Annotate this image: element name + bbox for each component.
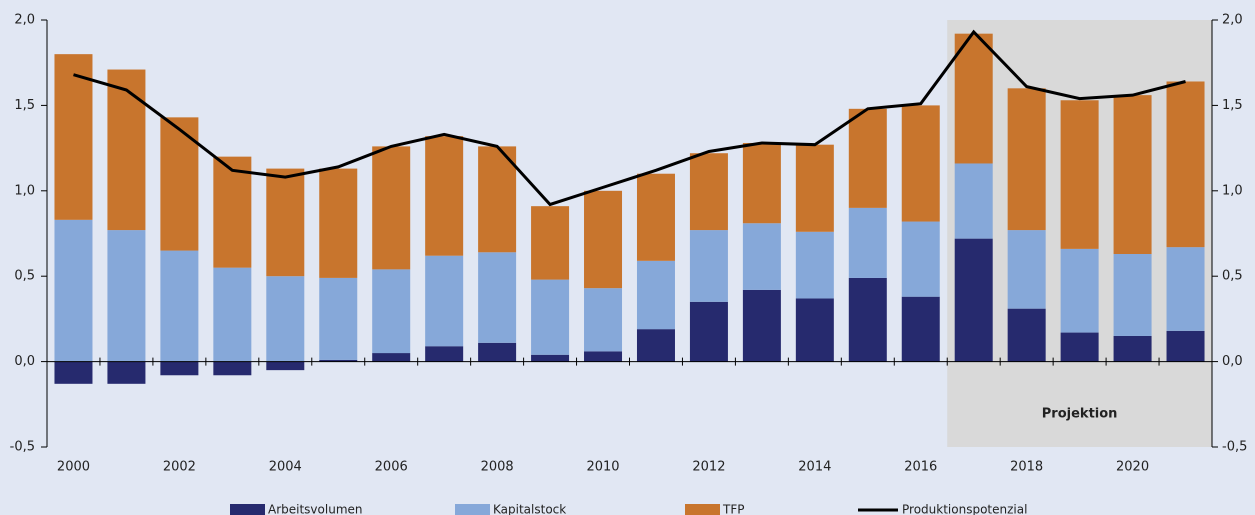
legend-swatch: [455, 504, 490, 515]
bar: [425, 346, 464, 362]
bar: [425, 255, 464, 347]
x-tick-label: 2010: [586, 460, 619, 475]
y-tick-label: 0,0: [14, 354, 35, 369]
bar: [531, 354, 570, 362]
bar: [1060, 332, 1099, 362]
bar: [160, 117, 199, 251]
bar: [742, 223, 781, 290]
bar: [160, 361, 199, 376]
legend-label: Produktionspotenzial: [902, 503, 1027, 515]
bar: [954, 33, 993, 164]
bar: [848, 277, 887, 362]
y-tick-label: 0,5: [14, 269, 35, 284]
bar: [584, 351, 623, 362]
x-tick-label: 2018: [1010, 460, 1043, 475]
bar: [954, 163, 993, 239]
line: [73, 29, 1186, 207]
x-tick-label: 2016: [904, 460, 937, 475]
legend-swatch: [685, 504, 720, 515]
bar: [1007, 230, 1046, 309]
bar: [901, 221, 940, 297]
x-tick-label: 2014: [798, 460, 831, 475]
bar: [266, 361, 305, 371]
x-tick-label: 2008: [481, 460, 514, 475]
bar: [266, 168, 305, 277]
y2-tick-label: 0,5: [1222, 269, 1243, 284]
y-tick-label: -0,5: [10, 440, 35, 455]
y2-tick-label: -0,5: [1222, 440, 1247, 455]
bar: [848, 108, 887, 208]
bar: [213, 156, 252, 268]
bar: [795, 144, 834, 232]
bar: [795, 231, 834, 299]
bar: [636, 173, 675, 261]
bar: [107, 230, 146, 362]
bar: [319, 168, 358, 278]
bar: [54, 361, 93, 384]
bar: [689, 230, 728, 302]
x-tick-label: 2012: [692, 460, 725, 475]
bar: [1113, 335, 1152, 362]
bar: [848, 207, 887, 278]
bar: [372, 353, 411, 362]
bar: [319, 277, 358, 360]
bar: [1113, 95, 1152, 254]
bar: [531, 279, 570, 355]
bar: [1113, 253, 1152, 336]
bar: [636, 329, 675, 362]
bar: [1007, 308, 1046, 362]
bar: [107, 361, 146, 384]
bar: [213, 361, 252, 376]
bar: [1060, 100, 1099, 249]
x-tick-label: 2006: [375, 460, 408, 475]
bar: [584, 190, 623, 289]
bar: [213, 267, 252, 362]
bar: [160, 250, 199, 362]
bar: [425, 136, 464, 256]
bar: [901, 296, 940, 362]
bar: [478, 146, 517, 253]
y2-tick-label: 1,0: [1222, 183, 1243, 198]
bar: [107, 69, 146, 231]
bar: [319, 359, 358, 362]
bar: [742, 142, 781, 224]
annotation: Projektion: [1042, 407, 1118, 422]
y2-tick-label: 1,5: [1222, 98, 1243, 113]
bar: [584, 288, 623, 352]
x-tick-label: 2020: [1116, 460, 1149, 475]
bar: [372, 269, 411, 354]
y-tick-label: 1,5: [14, 98, 35, 113]
y-tick-label: 2,0: [14, 13, 35, 28]
x-tick-label: 2002: [163, 460, 196, 475]
y-tick-label: 1,0: [14, 183, 35, 198]
bar: [372, 146, 411, 270]
bar: [531, 206, 570, 280]
x-tick-label: 2000: [57, 460, 90, 475]
bar: [266, 276, 305, 362]
y2-tick-label: 2,0: [1222, 13, 1243, 28]
bar: [478, 342, 517, 362]
legend-label: TFP: [722, 503, 744, 515]
legend-swatch: [230, 504, 265, 515]
bar: [1060, 248, 1099, 333]
bar: [54, 219, 93, 362]
y2-tick-label: 0,0: [1222, 354, 1243, 369]
bar: [689, 301, 728, 362]
legend-label: Arbeitsvolumen: [268, 503, 363, 515]
bar: [901, 105, 940, 222]
bar: [478, 252, 517, 343]
bar: [1166, 330, 1205, 362]
bar: [689, 153, 728, 231]
bar: [54, 54, 93, 220]
x-tick-label: 2004: [269, 460, 302, 475]
bar: [795, 298, 834, 362]
bar: [1007, 88, 1046, 231]
bar: [1166, 81, 1205, 248]
bar: [1166, 247, 1205, 331]
bar: [954, 238, 993, 362]
bar: [742, 289, 781, 362]
bar: [636, 260, 675, 330]
legend-label: Kapitalstock: [493, 503, 566, 515]
